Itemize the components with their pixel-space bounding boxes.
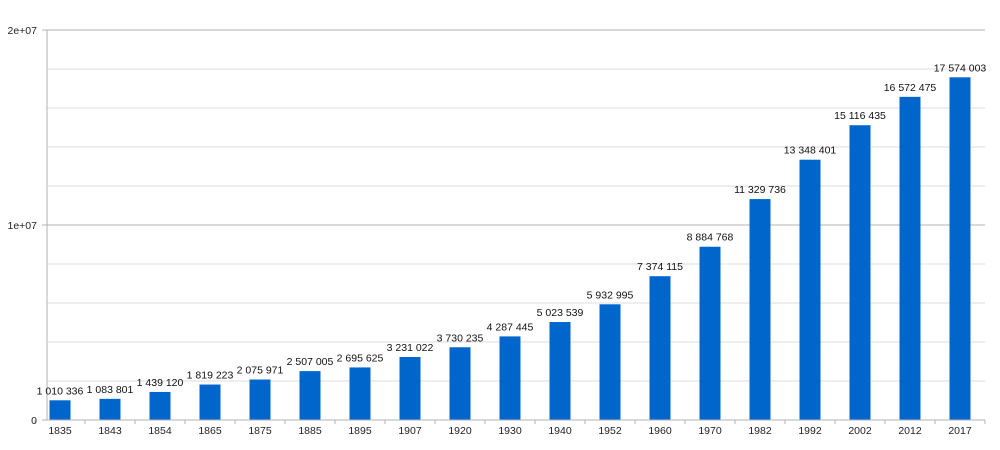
- x-tick-label: 1854: [148, 425, 172, 437]
- gridlines: [47, 29, 985, 382]
- x-tick-label: 2012: [898, 425, 922, 437]
- labels: 0 1e+07 2e+07 1 010 336 1835 1 083 801 1843 1 4…: [8, 25, 987, 437]
- x-tick-label: 1982: [748, 425, 772, 437]
- y-tick-label: 2e+07: [8, 25, 38, 37]
- x-tick-label: 2002: [848, 425, 872, 437]
- data-label: 5 932 995: [587, 289, 634, 301]
- bar: [199, 384, 221, 420]
- x-tick-label: 1930: [498, 425, 522, 437]
- x-tick-label: 1843: [98, 425, 122, 437]
- data-label: 17 574 003: [934, 62, 987, 74]
- data-label: 16 572 475: [884, 82, 937, 94]
- bar: [899, 96, 921, 421]
- bar: [549, 322, 571, 420]
- data-label: 2 507 005: [287, 356, 334, 368]
- x-tick-label: 1907: [398, 425, 422, 437]
- x-tick-label: 1952: [598, 425, 622, 437]
- x-tick-label: 1875: [248, 425, 272, 437]
- data-label: 11 329 736: [734, 184, 786, 196]
- data-label: 1 819 223: [187, 370, 234, 382]
- bar: [799, 159, 821, 420]
- bars: [49, 77, 971, 421]
- bar: [599, 304, 621, 420]
- axes: [34, 29, 986, 424]
- x-tick-label: 1865: [198, 425, 222, 437]
- data-label: 3 730 235: [437, 332, 484, 344]
- data-label: 3 231 022: [387, 342, 434, 354]
- bar: [949, 77, 971, 420]
- x-tick-label: 1970: [698, 425, 722, 437]
- data-label: 7 374 115: [637, 261, 683, 273]
- bar: [849, 125, 871, 420]
- x-tick-label: 1835: [48, 425, 72, 437]
- x-tick-label: 1920: [448, 425, 472, 437]
- bar: [99, 398, 121, 420]
- bar: [49, 400, 71, 420]
- bar: [349, 367, 371, 420]
- bar: [299, 371, 321, 420]
- y-tick-label: 1e+07: [8, 220, 38, 232]
- x-tick-label: 1885: [298, 425, 322, 437]
- data-label: 5 023 539: [537, 307, 584, 319]
- bar: [249, 379, 271, 420]
- x-tick-label: 1960: [648, 425, 672, 437]
- data-label: 2 695 625: [337, 352, 384, 364]
- bar: [699, 246, 721, 420]
- data-label: 8 884 768: [687, 232, 734, 244]
- bar: [399, 356, 421, 420]
- data-label: 1 010 336: [37, 385, 84, 397]
- data-label: 1 439 120: [137, 377, 184, 389]
- x-tick-label: 1992: [798, 425, 822, 437]
- data-label: 15 116 435: [834, 110, 886, 122]
- bar: [149, 391, 171, 420]
- x-tick-label: 2017: [948, 425, 972, 437]
- y-tick-label: 0: [31, 415, 37, 427]
- bar: [499, 336, 521, 420]
- data-label: 1 083 801: [87, 384, 134, 396]
- x-tick-label: 1895: [348, 425, 372, 437]
- bar: [449, 347, 471, 420]
- data-label: 13 348 401: [784, 145, 837, 157]
- x-tick-label: 1940: [548, 425, 572, 437]
- bar: [649, 276, 671, 420]
- data-label: 4 287 445: [487, 321, 534, 333]
- bar: [749, 199, 771, 420]
- data-label: 2 075 971: [237, 365, 284, 377]
